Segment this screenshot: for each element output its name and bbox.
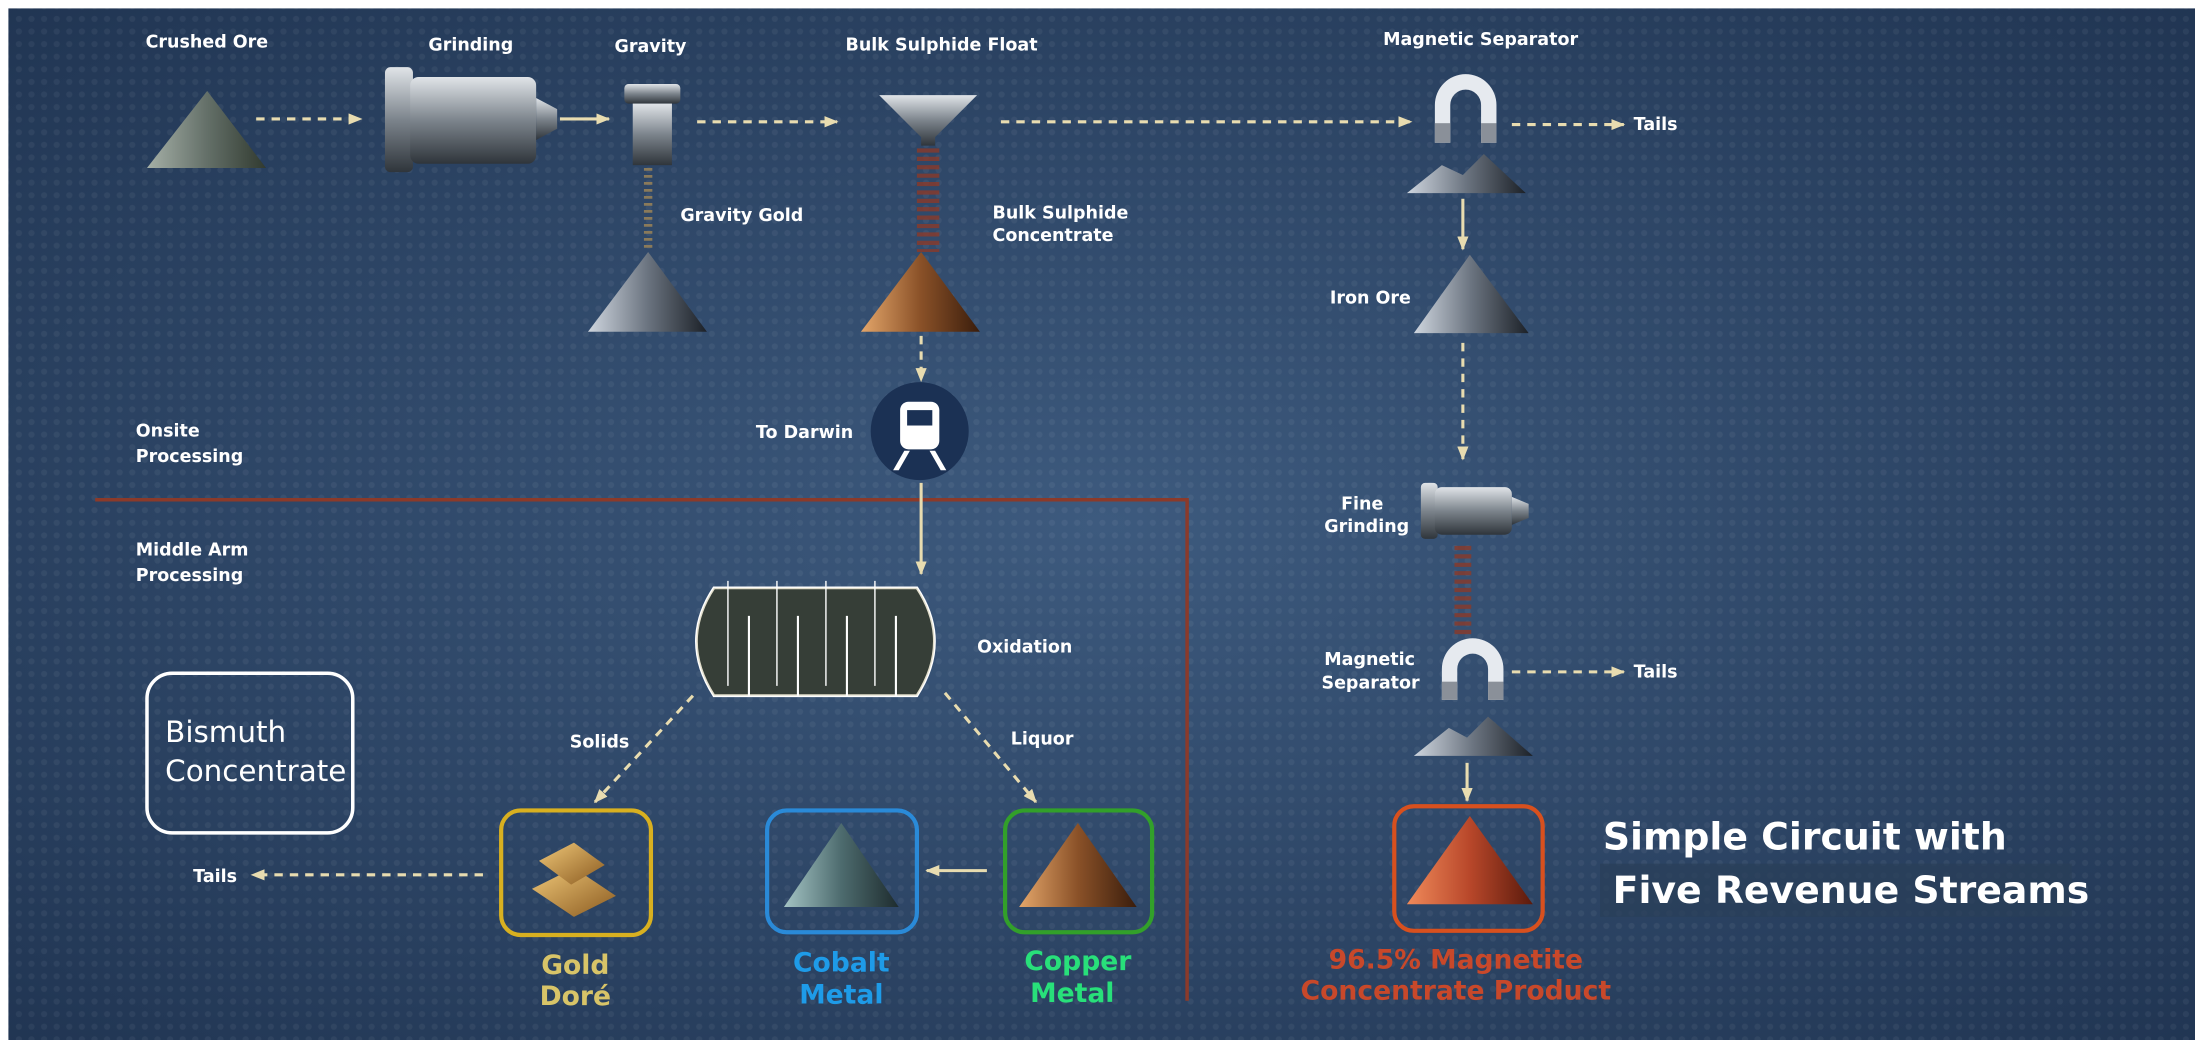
bismuth-label: Concentrate [165, 754, 346, 788]
label: Onsite [136, 422, 200, 442]
label: Tails [1634, 662, 1678, 682]
fine-mill [1420, 482, 1529, 539]
train-glyph [893, 401, 947, 471]
label: Gravity Gold [680, 206, 803, 226]
label: Grinding [1324, 517, 1409, 537]
label: Magnetic [1324, 650, 1415, 670]
label: To Darwin [756, 423, 853, 443]
magnet [1434, 74, 1497, 143]
label: Tails [1634, 115, 1678, 135]
label: Bulk Sulphide Float [846, 35, 1038, 55]
tails-pile [1406, 153, 1526, 194]
magnetite-box [1392, 804, 1545, 933]
product-label: Metal [799, 980, 883, 1011]
label: Bulk Sulphide [993, 203, 1129, 223]
label: Processing [136, 566, 243, 586]
label: Crushed Ore [146, 33, 269, 53]
oxidation-tank [695, 580, 936, 698]
magnetite-cone [1406, 816, 1533, 905]
label: Processing [136, 447, 243, 467]
gold-bars [531, 842, 616, 917]
cobalt-box [765, 808, 920, 935]
label: Middle Arm [136, 541, 249, 561]
headline: Simple Circuit with [1603, 815, 2007, 859]
ore-pile-tint [146, 90, 266, 168]
copper-cone [1019, 823, 1137, 908]
label: Concentrate [993, 226, 1114, 246]
grinding-mill [384, 67, 558, 173]
label: Fine [1341, 495, 1383, 515]
pile [1413, 716, 1533, 756]
gold-box [499, 808, 654, 938]
flow-arrow [943, 691, 1038, 804]
label: Magnetic Separator [1383, 30, 1578, 50]
ore-pile [146, 90, 266, 168]
product-label: Metal [1030, 978, 1114, 1009]
label: Tails [193, 867, 237, 887]
headline: Five Revenue Streams [1613, 868, 2090, 912]
gold-cone [587, 251, 707, 332]
label: Solids [570, 732, 630, 752]
magnet [1441, 638, 1504, 700]
label: Liquor [1011, 730, 1074, 750]
product-label: Copper [1024, 946, 1132, 977]
iron-cone [1413, 254, 1529, 334]
label: Iron Ore [1330, 289, 1411, 309]
label: Separator [1321, 674, 1420, 694]
cobalt-cone [783, 823, 899, 908]
sulphide-cone [860, 251, 980, 332]
product-label: Gold [541, 950, 609, 981]
label: Grinding [428, 35, 513, 55]
float-funnel [879, 95, 978, 146]
product-label: Concentrate Product [1301, 975, 1612, 1006]
product-label: Doré [540, 981, 611, 1012]
bismuth-label: Bismuth [165, 715, 286, 749]
headline-band [1600, 863, 2072, 917]
product-label: Cobalt [793, 947, 890, 978]
bismuth-box [145, 671, 355, 835]
product-label: 96.5% Magnetite [1329, 945, 1583, 976]
region-divider [95, 497, 1189, 1001]
label: Gravity [615, 37, 688, 57]
label: Oxidation [977, 637, 1072, 657]
copper-box [1003, 808, 1155, 935]
gravity-concentrator [624, 83, 681, 166]
